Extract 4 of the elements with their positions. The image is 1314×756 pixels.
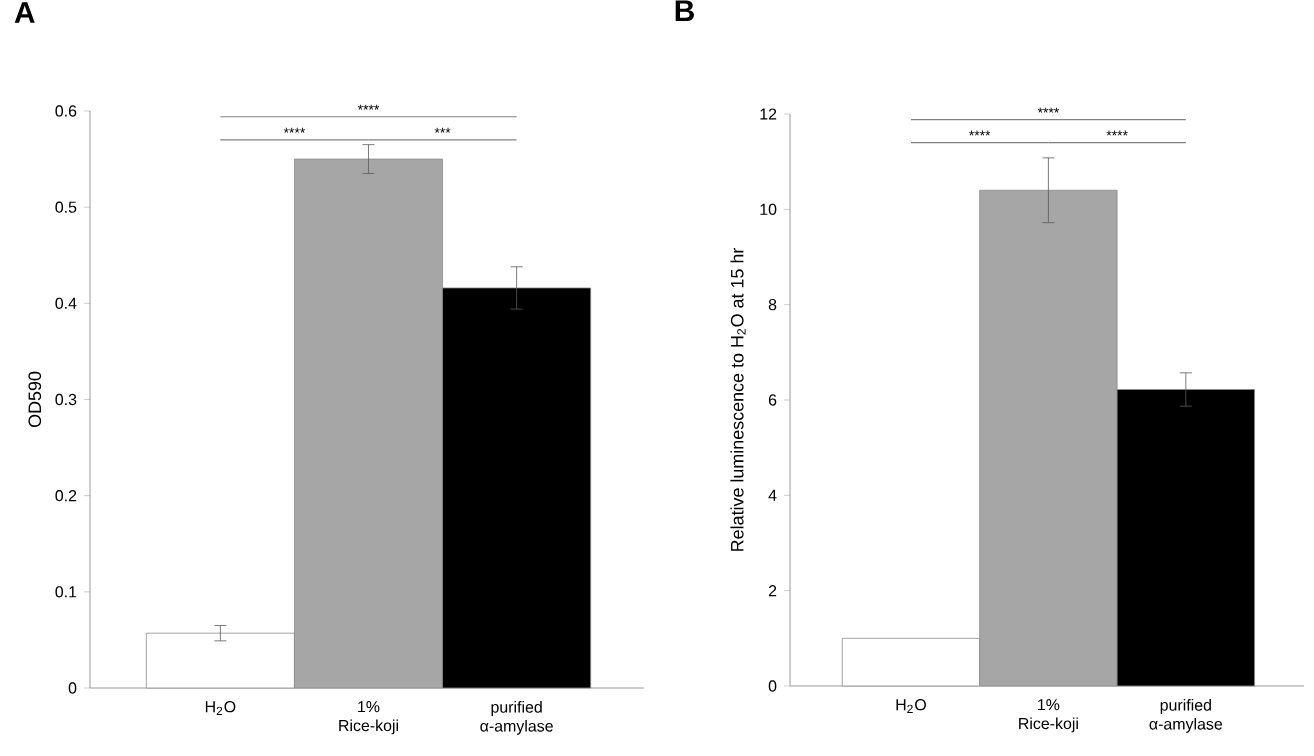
chart-title: B bbox=[675, 0, 694, 21]
y-axis-title: Relative luminescence to H$_{2}$O at 15 hr bbox=[730, 247, 746, 551]
chart-title: A bbox=[14, 2, 35, 23]
y-axis-title: OD590 bbox=[28, 371, 42, 428]
